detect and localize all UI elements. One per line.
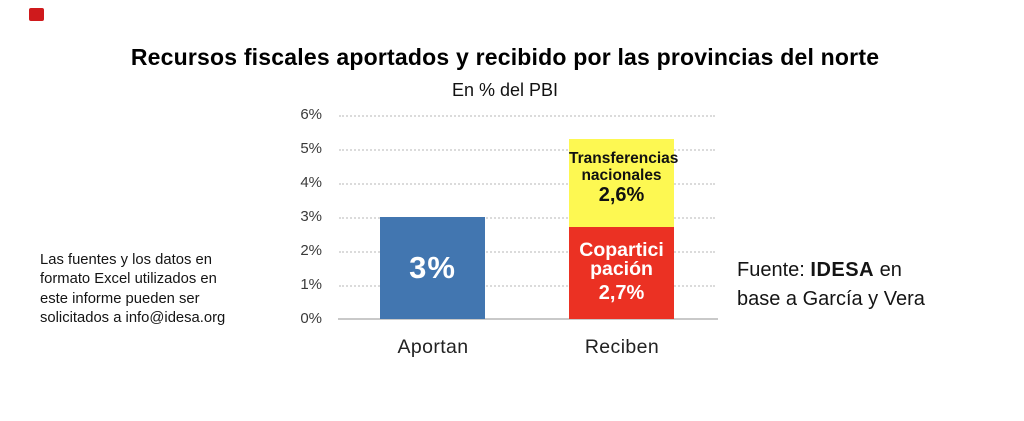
bar-aportan: 3%: [380, 217, 485, 319]
x-label-aportan: Aportan: [397, 336, 469, 358]
gridline-6pct: [339, 115, 715, 117]
chart-subtitle: En % del PBI: [451, 80, 559, 100]
y-tick-3pct: 3%: [300, 208, 322, 225]
excel-data-note-line3: este informe pueden ser: [40, 290, 200, 307]
segment-transferencias-label-line1: Transferencias: [569, 150, 679, 167]
segment-coparticipacion-value-label: 2,7%: [598, 282, 645, 304]
excel-data-note-line4: solicitados a info@idesa.org: [40, 310, 226, 327]
y-tick-6pct: 6%: [300, 106, 322, 123]
gridline-1pct: [339, 285, 715, 287]
gridline-2pct: [339, 251, 715, 253]
y-tick-5pct: 5%: [300, 140, 322, 157]
chart-title: Recursos fiscales aportados y recibido p…: [130, 44, 880, 70]
y-tick-4pct: 4%: [300, 174, 322, 191]
x-axis-baseline: [338, 318, 718, 320]
y-tick-0pct: 0%: [300, 310, 322, 327]
y-tick-1pct: 1%: [300, 276, 322, 293]
source-suffix: en: [874, 259, 902, 281]
segment-coparticipacion-label-line1: Copartici: [579, 239, 664, 261]
excel-data-note-line1: Las fuentes y los datos en: [40, 252, 212, 268]
source-note: Fuente: IDESA en base a García y Vera: [737, 256, 987, 314]
gridline-4pct: [339, 183, 715, 185]
source-line2: base a García y Vera: [737, 288, 925, 310]
x-label-reciben: Reciben: [584, 336, 660, 358]
gridline-3pct: [339, 217, 715, 219]
excel-data-note: Las fuentes y los datos en formato Excel…: [40, 251, 225, 329]
source-prefix: Fuente:: [737, 259, 811, 281]
segment-coparticipacion-label-line2: pación: [590, 258, 653, 280]
segment-transferencias-nacionales: Transferencias nacionales 2,6%: [569, 139, 679, 227]
segment-transferencias-label-line2: nacionales: [581, 167, 662, 184]
gridline-5pct: [339, 149, 715, 151]
excel-data-note-line2: formato Excel utilizados en: [40, 271, 217, 288]
segment-coparticipacion: Copartici pación 2,7%: [569, 227, 674, 319]
segment-transferencias-value-label: 2,6%: [598, 184, 645, 206]
bar-aportan-value-label: 3%: [409, 250, 456, 285]
y-tick-2pct: 2%: [300, 242, 322, 259]
source-brand: IDESA: [810, 259, 875, 281]
red-square-logo-icon: [29, 8, 44, 21]
